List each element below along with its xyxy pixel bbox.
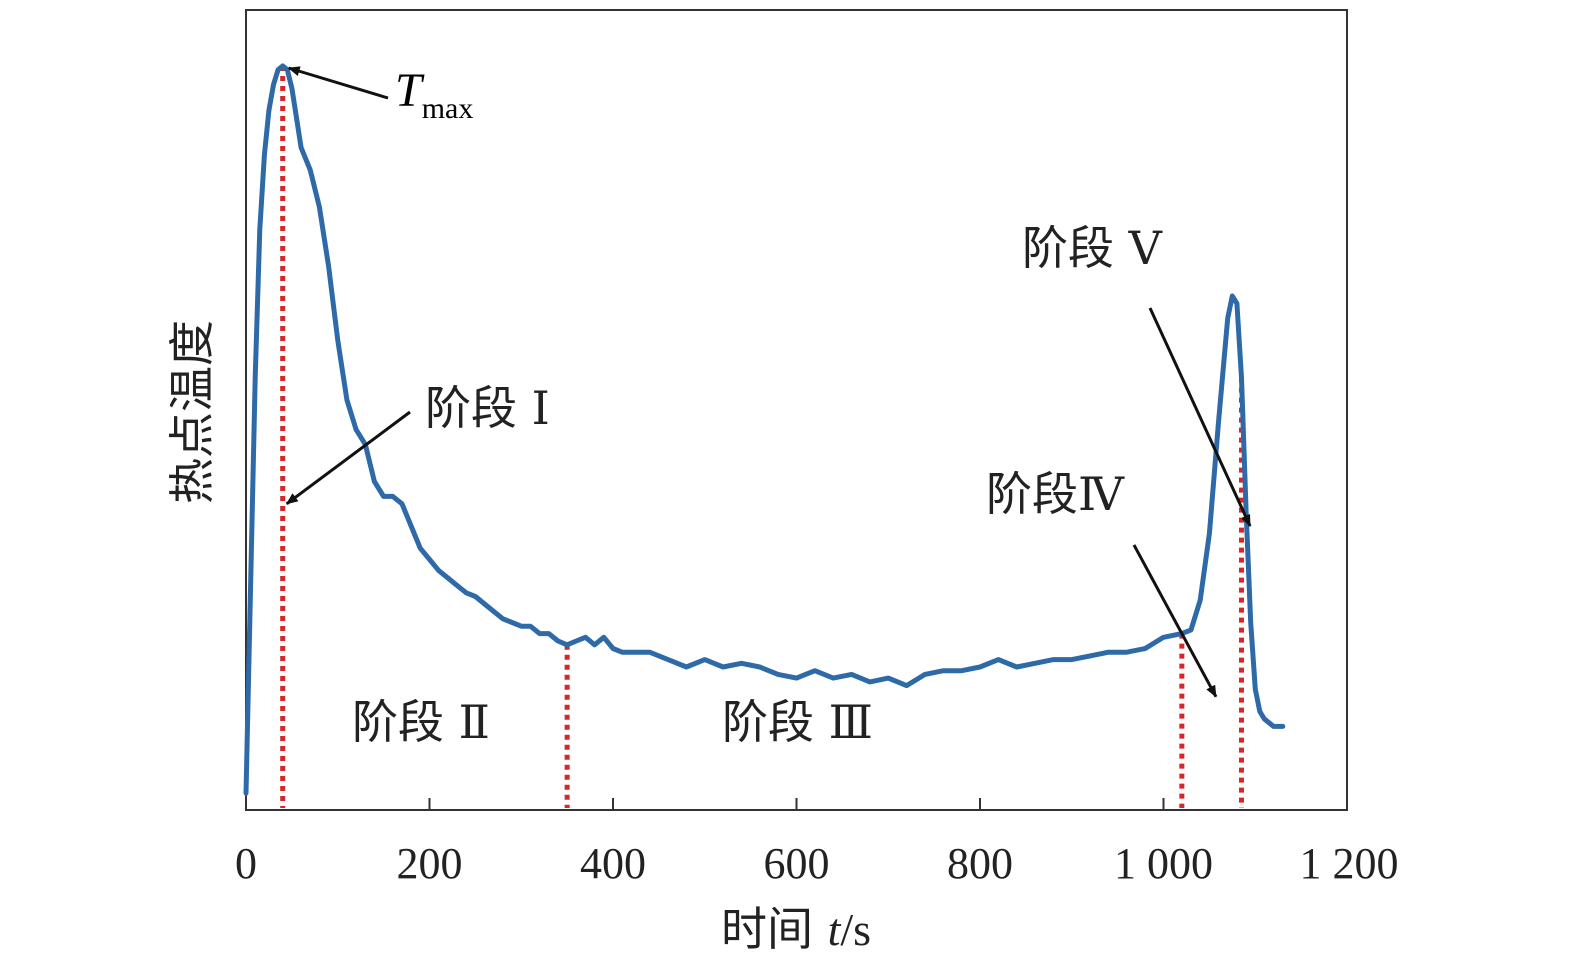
x-axis: 0 200 400 600 800 1 000 1 200	[235, 798, 1399, 888]
x-tick-label: 1 200	[1300, 839, 1399, 888]
tmax-label-main: T	[395, 64, 425, 117]
x-axis-title-var: t	[828, 904, 842, 955]
x-tick-label: 600	[764, 839, 830, 888]
x-tick-label: 200	[397, 839, 463, 888]
x-tick-label: 400	[580, 839, 646, 888]
stage3-label: 阶段 Ⅲ	[722, 695, 873, 749]
x-axis-title: 时间 t/s	[721, 902, 871, 956]
stage5-label: 阶段 Ⅴ	[1022, 221, 1163, 275]
x-axis-title-text: 时间	[721, 902, 828, 956]
stage1-arrow	[285, 410, 411, 505]
stage4-label: 阶段Ⅳ	[986, 467, 1125, 521]
tmax-label-sub: max	[422, 92, 474, 125]
x-tick-label: 800	[947, 839, 1013, 888]
x-tick-label: 1 000	[1114, 839, 1213, 888]
stage1-label: 阶段 Ⅰ	[425, 381, 550, 435]
tmax-label: Tmax	[395, 64, 473, 125]
series-line-hotspot-temperature	[243, 63, 1286, 796]
x-tick-label: 0	[235, 839, 257, 888]
x-axis-title-unit: /s	[840, 904, 871, 955]
stage2-label: 阶段 Ⅱ	[352, 695, 490, 749]
tmax-arrow	[287, 66, 389, 100]
stage4-arrow	[1132, 544, 1218, 698]
stage5-arrow	[1148, 307, 1252, 527]
y-axis-title: 热点温度	[165, 320, 219, 504]
plot-frame	[245, 9, 1348, 811]
